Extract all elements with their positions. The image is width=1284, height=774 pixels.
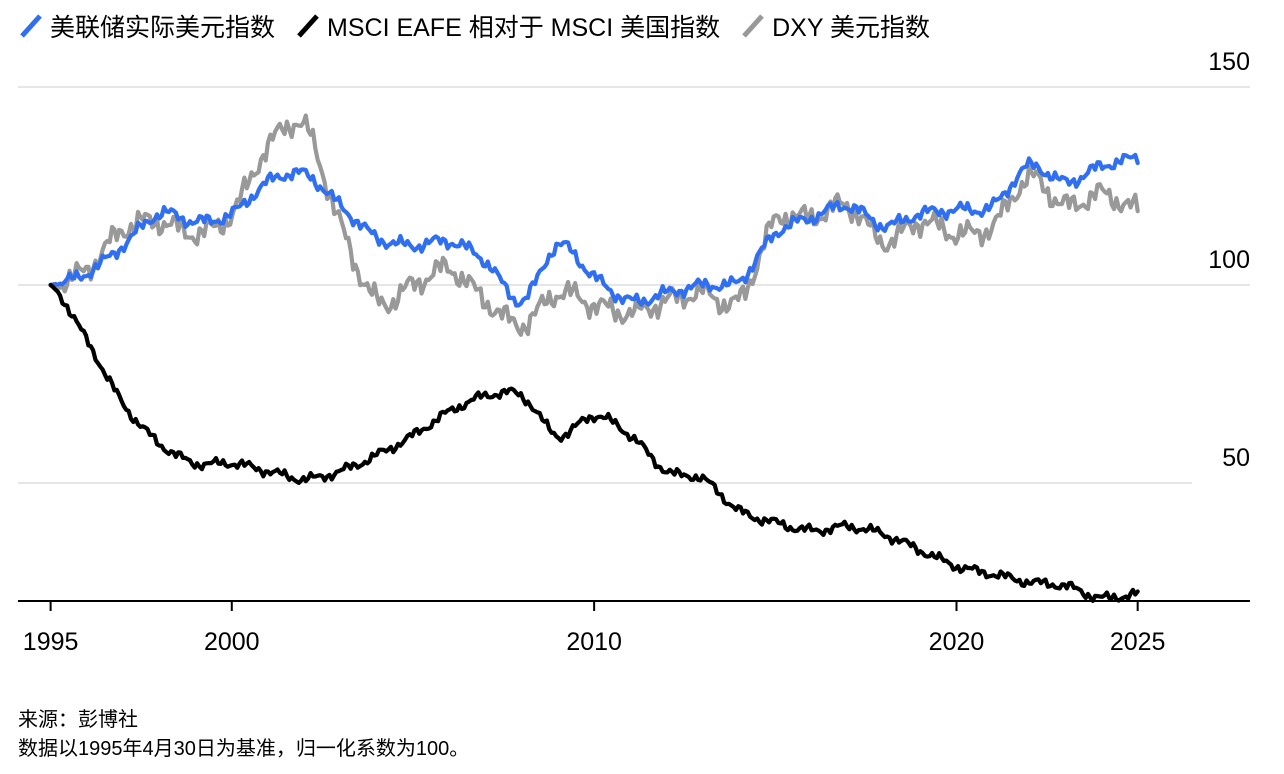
- legend-swatch-black-icon: [297, 14, 319, 38]
- legend-item-dxy: DXY 美元指数: [740, 8, 930, 44]
- x-tick-label: 2025: [1110, 628, 1166, 656]
- legend-swatch-blue-icon: [20, 14, 42, 38]
- gridlines: [18, 86, 1250, 484]
- y-tick-label: 50: [1222, 444, 1250, 472]
- x-tick-label: 2000: [204, 628, 260, 656]
- legend-label-dxy: DXY 美元指数: [772, 14, 931, 42]
- series-line-1: [48, 282, 1140, 604]
- legend-item-eafe-vs-us: MSCI EAFE 相对于 MSCI 美国指数: [295, 8, 720, 44]
- legend: 美联储实际美元指数 MSCI EAFE 相对于 MSCI 美国指数 DXY 美元…: [18, 8, 950, 44]
- legend-swatch-gray-icon: [742, 14, 764, 38]
- legend-item-fed-real-dollar: 美联储实际美元指数: [18, 8, 275, 44]
- legend-label-fed-real-dollar: 美联储实际美元指数: [50, 14, 276, 42]
- normalization-note: 数据以1995年4月30日为基准，归一化系数为100。: [18, 738, 470, 760]
- x-tick-label: 1995: [23, 628, 79, 656]
- legend-label-eafe-vs-us: MSCI EAFE 相对于 MSCI 美国指数: [327, 14, 721, 42]
- y-axis-ticks: 150 100 50: [1208, 48, 1250, 472]
- y-tick-label: 100: [1208, 246, 1250, 274]
- x-tick-label: 2020: [929, 628, 985, 656]
- source-note: 来源：彭博社: [18, 709, 138, 731]
- footer: 来源：彭博社 数据以1995年4月30日为基准，归一化系数为100。: [18, 706, 469, 764]
- series-line-2: [48, 113, 1140, 337]
- x-axis: 1995 2000 2010 2020 2025: [18, 600, 1250, 656]
- y-tick-label: 150: [1208, 48, 1250, 76]
- series-line-0: [48, 152, 1140, 308]
- x-tick-label: 2010: [566, 628, 622, 656]
- series-layer: [48, 113, 1140, 604]
